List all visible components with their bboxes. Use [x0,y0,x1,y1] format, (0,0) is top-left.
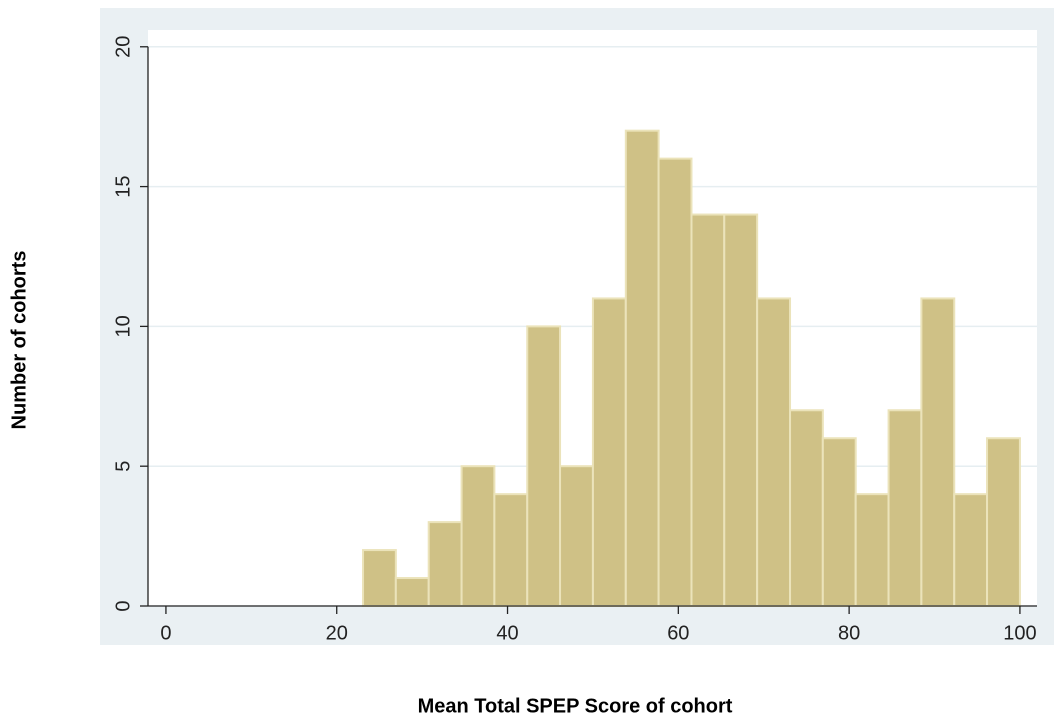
x-tick-label: 0 [160,622,171,644]
y-tick-label: 15 [112,175,134,197]
bar [591,297,627,607]
bar [362,549,397,608]
x-tick-label: 80 [838,622,860,644]
bar [559,465,594,608]
y-tick-label: 20 [112,36,134,58]
y-axis-title: Number of cohorts [8,251,30,430]
bar [493,493,529,607]
bar [427,521,463,608]
y-tick-label: 5 [112,461,134,472]
bar [821,437,857,607]
x-tick-label: 20 [326,622,348,644]
bar [657,157,693,607]
x-tick-label: 40 [496,622,518,644]
bar [526,325,562,607]
bar [854,493,890,607]
bar [394,577,430,607]
bar [953,493,989,607]
bar [624,129,660,607]
bar [690,213,726,607]
y-tick-label: 0 [112,600,134,611]
bar [756,297,792,607]
bar [887,409,923,607]
bar [723,213,759,607]
bar [920,297,956,607]
x-tick-label: 60 [667,622,689,644]
x-tick-label: 100 [1003,622,1036,644]
bar [789,409,824,607]
bar [986,437,1021,607]
bar [460,465,496,608]
y-tick-label: 10 [112,315,134,337]
x-axis-title: Mean Total SPEP Score of cohort [418,695,733,717]
